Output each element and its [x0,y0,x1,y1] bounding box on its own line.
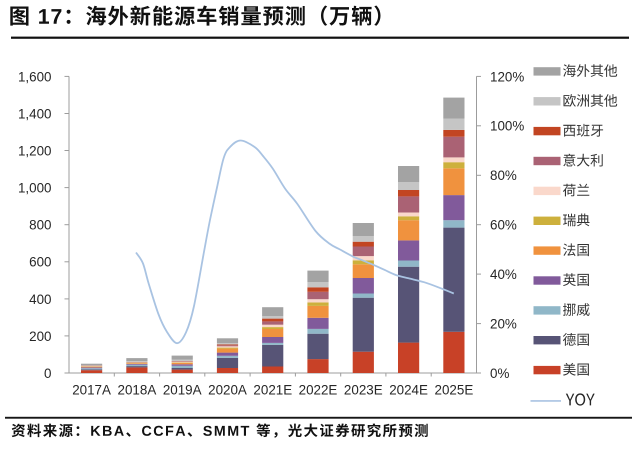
svg-text:40%: 40% [490,267,517,282]
svg-text:2017A: 2017A [72,383,111,398]
svg-text:80%: 80% [490,168,517,183]
svg-text:100%: 100% [490,119,524,134]
svg-text:2024E: 2024E [389,383,428,398]
svg-text:0%: 0% [490,366,509,381]
svg-text:2023E: 2023E [344,383,383,398]
svg-text:200: 200 [29,329,51,344]
svg-text:2025E: 2025E [435,383,474,398]
svg-text:20%: 20% [490,317,517,332]
svg-text:2018A: 2018A [118,383,157,398]
svg-text:0: 0 [44,366,51,381]
svg-text:2020A: 2020A [208,383,247,398]
svg-text:1,200: 1,200 [18,143,52,158]
svg-text:2022E: 2022E [299,383,338,398]
svg-text:2021E: 2021E [253,383,292,398]
svg-text:1,400: 1,400 [18,106,52,121]
svg-text:400: 400 [29,292,51,307]
svg-text:2019A: 2019A [163,383,202,398]
svg-text:120%: 120% [490,69,524,84]
svg-text:600: 600 [29,255,51,270]
svg-text:800: 800 [29,218,51,233]
svg-text:1,000: 1,000 [18,181,52,196]
svg-text:1,600: 1,600 [18,69,52,84]
svg-text:60%: 60% [490,218,517,233]
